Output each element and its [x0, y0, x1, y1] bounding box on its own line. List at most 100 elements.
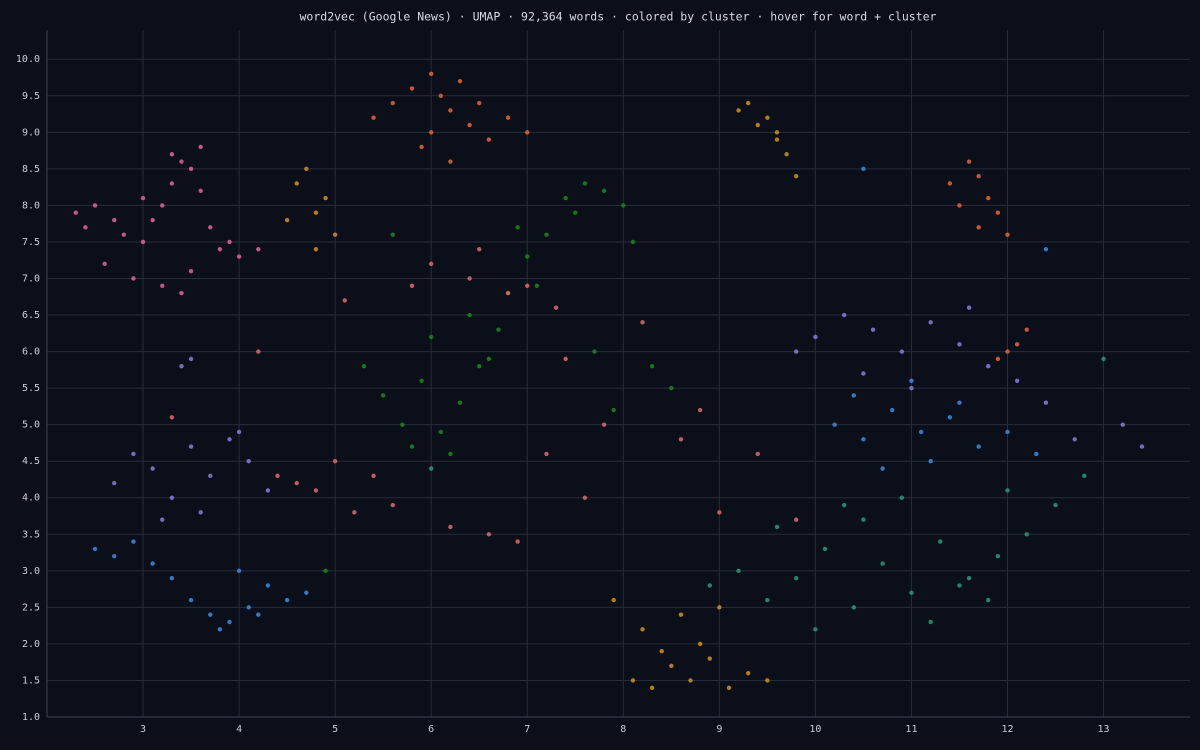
point: [573, 210, 578, 215]
point: [390, 502, 395, 508]
point: [601, 422, 607, 427]
point: [995, 210, 1001, 215]
point: [918, 429, 924, 435]
point: [496, 327, 501, 332]
point: [409, 444, 415, 449]
point: [736, 568, 741, 574]
point: [957, 342, 962, 347]
point: [467, 276, 472, 281]
point: [697, 407, 703, 413]
point: [1005, 429, 1010, 435]
y-tick-label: 4.5: [22, 456, 40, 467]
point: [505, 115, 511, 120]
point: [851, 605, 857, 610]
point: [611, 597, 616, 603]
point: [208, 225, 213, 230]
point: [793, 517, 799, 522]
point: [236, 429, 242, 435]
y-tick-label: 1.5: [22, 675, 40, 686]
point: [986, 597, 991, 603]
point: [227, 239, 232, 245]
point: [457, 78, 463, 84]
point: [957, 203, 962, 208]
point: [601, 188, 607, 193]
point: [448, 108, 453, 113]
point: [909, 378, 914, 384]
point: [179, 363, 184, 369]
point: [112, 480, 117, 486]
y-tick-label: 9.5: [22, 91, 40, 102]
point: [477, 100, 482, 106]
point: [313, 247, 319, 252]
point: [467, 122, 472, 128]
point: [1072, 437, 1077, 442]
point: [1024, 327, 1029, 332]
point: [217, 627, 223, 632]
y-tick-label: 3.5: [22, 529, 40, 540]
point: [621, 203, 626, 208]
point: [966, 305, 972, 310]
point: [707, 583, 712, 588]
point: [755, 122, 760, 128]
point: [448, 451, 453, 457]
point: [83, 225, 88, 230]
point: [477, 363, 482, 369]
point: [352, 510, 357, 515]
point: [188, 597, 194, 603]
point: [832, 422, 837, 427]
point: [745, 100, 751, 106]
point: [1120, 422, 1125, 427]
point: [208, 612, 213, 617]
point: [976, 444, 981, 449]
point: [544, 232, 549, 237]
point: [390, 232, 395, 237]
point: [1014, 378, 1020, 384]
points: [73, 71, 1145, 690]
point: [986, 363, 991, 369]
point: [774, 137, 780, 142]
y-tick-label: 2.0: [22, 639, 40, 650]
point: [188, 444, 194, 449]
y-tick-label: 8.5: [22, 164, 40, 175]
point: [697, 641, 703, 647]
point: [957, 400, 962, 405]
point: [563, 195, 568, 201]
point: [582, 181, 588, 186]
point: [467, 312, 472, 318]
y-tick-label: 6.0: [22, 347, 40, 358]
point: [121, 232, 127, 237]
point: [717, 510, 722, 515]
point: [899, 495, 905, 500]
x-tick-label: 8: [620, 724, 626, 735]
point: [429, 71, 434, 77]
point: [419, 378, 424, 384]
point: [774, 524, 780, 530]
point: [246, 605, 251, 610]
point: [169, 575, 175, 581]
point: [707, 656, 712, 661]
point: [169, 181, 175, 186]
point: [880, 561, 885, 566]
point: [294, 480, 299, 486]
point: [842, 312, 847, 318]
point: [947, 415, 953, 420]
point: [390, 100, 395, 106]
point: [429, 261, 434, 267]
point: [793, 173, 799, 179]
point: [438, 429, 444, 435]
point: [745, 670, 751, 676]
point: [534, 283, 540, 288]
y-tick-label: 5.0: [22, 420, 40, 431]
point: [217, 247, 223, 252]
point: [976, 225, 981, 230]
point: [966, 159, 972, 164]
point: [188, 356, 194, 362]
point: [361, 363, 367, 369]
point: [1005, 232, 1010, 237]
point: [544, 451, 549, 457]
point: [313, 488, 319, 493]
y-tick-label: 1.0: [22, 712, 40, 723]
x-tick-label: 11: [905, 724, 917, 735]
